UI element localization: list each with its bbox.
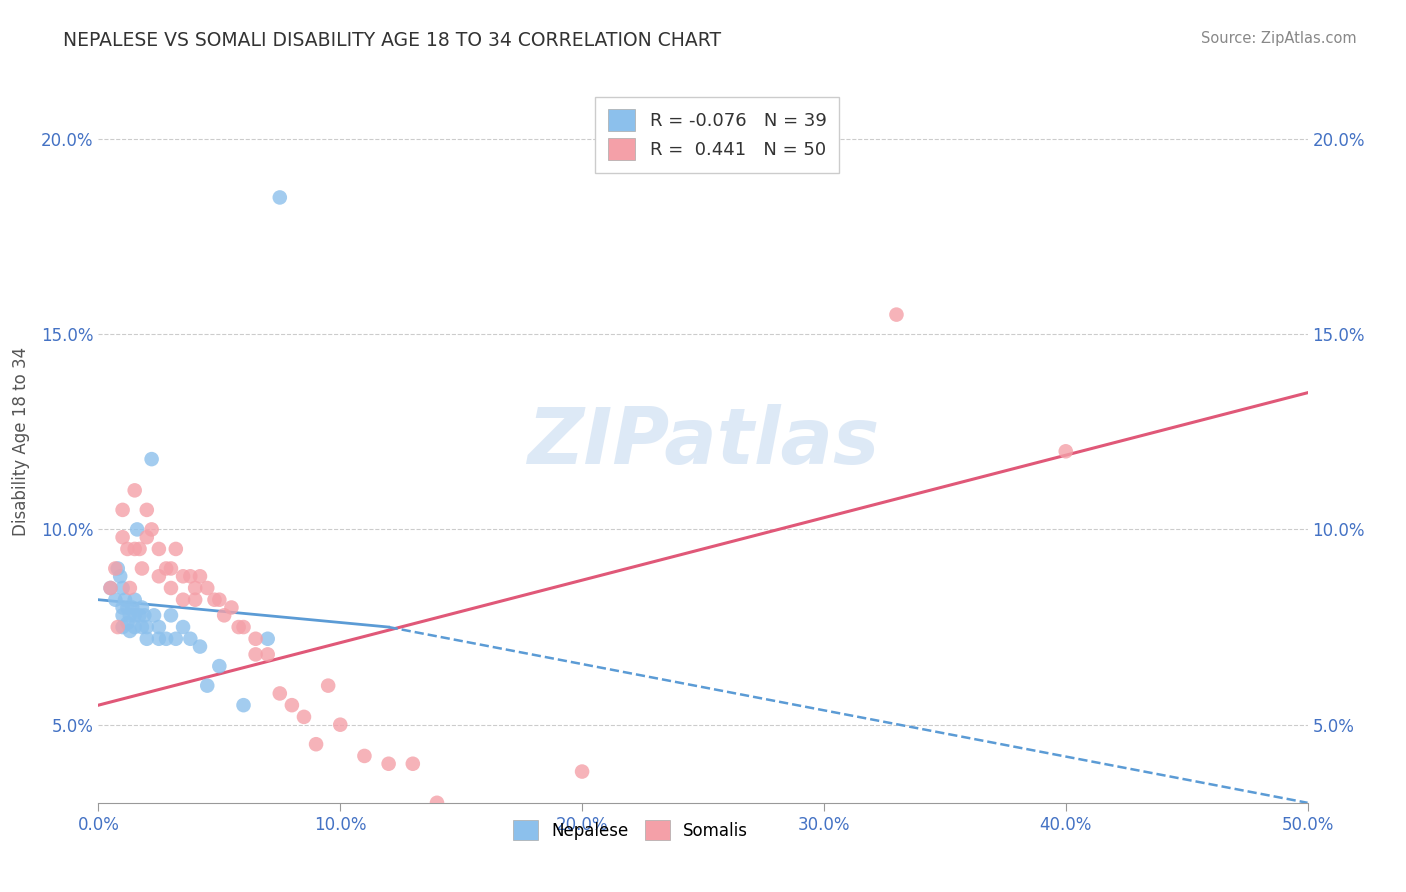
Point	[131, 561, 153, 575]
Point	[118, 581, 141, 595]
Point	[208, 659, 231, 673]
Point	[124, 483, 146, 498]
Point	[124, 541, 146, 556]
Point	[1054, 444, 1077, 458]
Point	[195, 679, 218, 693]
Point	[131, 600, 153, 615]
Point	[117, 616, 139, 631]
Point	[204, 592, 226, 607]
Point	[148, 541, 170, 556]
Point	[179, 569, 201, 583]
Point	[184, 581, 207, 595]
Point	[245, 648, 267, 662]
Point	[179, 632, 201, 646]
Point	[172, 592, 194, 607]
Point	[100, 581, 122, 595]
Point	[135, 503, 157, 517]
Point	[148, 569, 170, 583]
Point	[155, 561, 177, 575]
Point	[111, 530, 134, 544]
Point	[353, 748, 375, 763]
Point	[121, 600, 143, 615]
Point	[128, 608, 150, 623]
Point	[232, 698, 254, 713]
Legend: Nepalese, Somalis: Nepalese, Somalis	[505, 812, 756, 848]
Point	[143, 608, 166, 623]
Point	[571, 764, 593, 779]
Point	[329, 717, 352, 731]
Point	[316, 679, 339, 693]
Point	[118, 624, 141, 638]
Point	[124, 592, 146, 607]
Point	[160, 581, 183, 595]
Point	[188, 640, 211, 654]
Point	[108, 569, 131, 583]
Point	[128, 541, 150, 556]
Point	[212, 608, 235, 623]
Point	[127, 523, 149, 537]
Point	[141, 452, 163, 467]
Point	[111, 581, 134, 595]
Point	[107, 561, 129, 575]
Point	[135, 620, 157, 634]
Point	[111, 503, 134, 517]
Point	[114, 592, 136, 607]
Point	[104, 592, 127, 607]
Point	[886, 308, 908, 322]
Point	[148, 620, 170, 634]
Point	[117, 600, 139, 615]
Point	[402, 756, 425, 771]
Point	[111, 608, 134, 623]
Point	[377, 756, 399, 771]
Point	[148, 632, 170, 646]
Point	[134, 608, 156, 623]
Point	[165, 541, 187, 556]
Point	[305, 737, 328, 751]
Point	[135, 530, 157, 544]
Point	[292, 710, 315, 724]
Point	[131, 620, 153, 634]
Point	[124, 608, 146, 623]
Point	[172, 620, 194, 634]
Point	[228, 620, 250, 634]
Point	[426, 796, 449, 810]
Point	[188, 569, 211, 583]
Y-axis label: Disability Age 18 to 34: Disability Age 18 to 34	[11, 347, 30, 536]
Point	[232, 620, 254, 634]
Text: Source: ZipAtlas.com: Source: ZipAtlas.com	[1201, 31, 1357, 46]
Point	[111, 620, 134, 634]
Text: ZIPatlas: ZIPatlas	[527, 403, 879, 480]
Point	[172, 569, 194, 583]
Point	[245, 632, 267, 646]
Point	[111, 600, 134, 615]
Point	[104, 561, 127, 575]
Point	[184, 592, 207, 607]
Point	[281, 698, 304, 713]
Text: NEPALESE VS SOMALI DISABILITY AGE 18 TO 34 CORRELATION CHART: NEPALESE VS SOMALI DISABILITY AGE 18 TO …	[63, 31, 721, 50]
Point	[107, 620, 129, 634]
Point	[221, 600, 243, 615]
Point	[208, 592, 231, 607]
Point	[256, 648, 278, 662]
Point	[474, 815, 496, 830]
Point	[118, 608, 141, 623]
Point	[165, 632, 187, 646]
Point	[100, 581, 122, 595]
Point	[256, 632, 278, 646]
Point	[117, 541, 139, 556]
Point	[160, 608, 183, 623]
Point	[124, 620, 146, 634]
Point	[160, 561, 183, 575]
Point	[141, 523, 163, 537]
Point	[195, 581, 218, 595]
Point	[155, 632, 177, 646]
Point	[269, 190, 291, 204]
Point	[135, 632, 157, 646]
Point	[269, 686, 291, 700]
